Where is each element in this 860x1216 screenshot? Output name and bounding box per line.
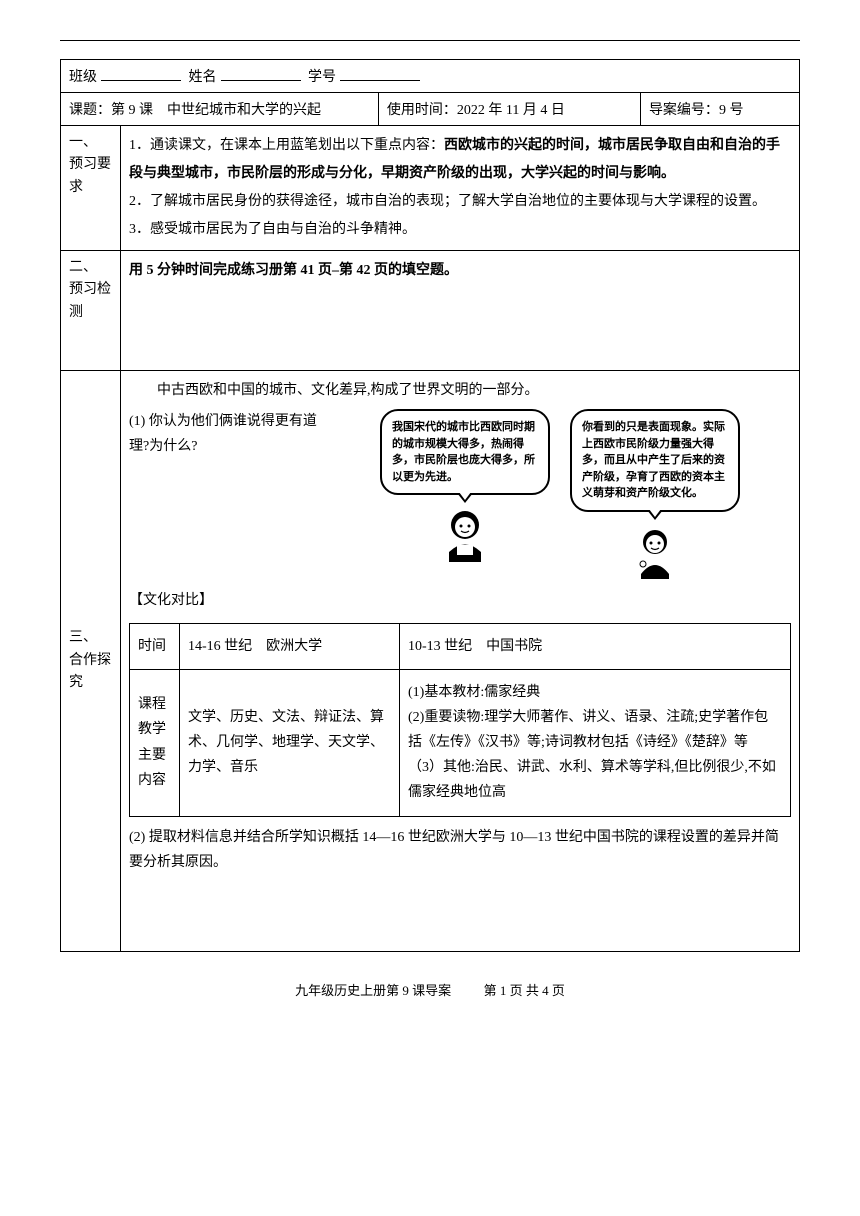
bubbles: 我国宋代的城市比西欧同时期的城市规模大得多，热闹得多，市民阶层也庞大得多，所以更… [329, 409, 791, 579]
section-2-label-text: 二、 预习检测 [69, 260, 111, 320]
section-1-content: 1．通读课文，在课本上用蓝笔划出以下重点内容：西欧城市的兴起的时间，城市居民争取… [121, 126, 800, 251]
topic-cell: 课题：第 9 课 中世纪城市和大学的兴起 [61, 93, 379, 126]
id-label: 学号 [308, 70, 336, 85]
left-bubble-group: 我国宋代的城市比西欧同时期的城市规模大得多，热闹得多，市民阶层也庞大得多，所以更… [380, 409, 550, 579]
ct-r2-label: 课程教学主要内容 [130, 669, 180, 816]
use-time-cell: 使用时间：2022 年 11 月 4 日 [378, 93, 640, 126]
girl-icon [435, 507, 495, 562]
section-3-label: 三、 合作探究 [61, 371, 121, 952]
student-info-row: 班级 姓名 学号 [61, 60, 800, 93]
guide-no-text: 9 号 [719, 103, 744, 118]
right-bubble-group: 你看到的只是表面现象。实际上西欧市民阶级力量强大得多，而且从中产生了后来的资产阶… [570, 409, 740, 579]
footer-left: 九年级历史上册第 9 课导案 [295, 983, 451, 998]
s1-p1: 1．通读课文，在课本上用蓝笔划出以下重点内容：西欧城市的兴起的时间，城市居民争取… [129, 132, 791, 188]
section-1-label: 一、 预习要求 [61, 126, 121, 251]
boy-icon [625, 524, 685, 579]
s1-p3: 3．感受城市居民为了自由与自治的斗争精神。 [129, 216, 791, 244]
s1-p1a: 1．通读课文，在课本上用蓝笔划出以下重点内容： [129, 138, 444, 153]
use-time-text: 2022 年 11 月 4 日 [457, 103, 565, 118]
page-footer: 九年级历史上册第 9 课导案 第 1 页 共 4 页 [60, 980, 800, 999]
compare-table: 时间 14-16 世纪 欧洲大学 10-13 世纪 中国书院 课程教学主要内容 … [129, 623, 791, 817]
topic-label: 课题： [69, 103, 111, 118]
s2-p1: 用 5 分钟时间完成练习册第 41 页–第 42 页的填空题。 [129, 257, 791, 285]
class-blank[interactable] [101, 67, 181, 81]
guide-no-cell: 导案编号：9 号 [640, 93, 799, 126]
ct-r1-label: 时间 [130, 623, 180, 669]
name-label: 姓名 [189, 70, 217, 85]
name-blank[interactable] [221, 67, 301, 81]
s3-q2: (2) 提取材料信息并结合所学知识概括 14—16 世纪欧洲大学与 10—13 … [129, 825, 791, 875]
dialogue-wrap: (1) 你认为他们俩谁说得更有道理?为什么? 我国宋代的城市比西欧同时期的城市规… [129, 409, 791, 579]
class-label: 班级 [69, 70, 97, 85]
s3-intro: 中古西欧和中国的城市、文化差异,构成了世界文明的一部分。 [129, 377, 791, 405]
compare-title: 【文化对比】 [129, 587, 791, 615]
left-bubble: 我国宋代的城市比西欧同时期的城市规模大得多，热闹得多，市民阶层也庞大得多，所以更… [380, 409, 550, 495]
section-2-label: 二、 预习检测 [61, 251, 121, 371]
section-3-label-text: 三、 合作探究 [69, 630, 111, 690]
ct-r2-c2: (1)基本教材:儒家经典 (2)重要读物:理学大师著作、讲义、语录、注疏;史学著… [400, 669, 791, 816]
topic-text: 第 9 课 中世纪城市和大学的兴起 [111, 103, 321, 118]
use-time-label: 使用时间： [387, 103, 457, 118]
section-3-content: 中古西欧和中国的城市、文化差异,构成了世界文明的一部分。 (1) 你认为他们俩谁… [121, 371, 800, 952]
s3-q1: (1) 你认为他们俩谁说得更有道理?为什么? [129, 409, 319, 459]
guide-no-label: 导案编号： [649, 103, 719, 118]
footer-right: 第 1 页 共 4 页 [484, 983, 565, 998]
section-1-label-text: 一、 预习要求 [69, 135, 111, 195]
right-bubble: 你看到的只是表面现象。实际上西欧市民阶级力量强大得多，而且从中产生了后来的资产阶… [570, 409, 740, 512]
ct-r2-c1: 文学、历史、文法、辩证法、算术、几何学、地理学、天文学、力学、音乐 [180, 669, 400, 816]
ct-r1-c1: 14-16 世纪 欧洲大学 [180, 623, 400, 669]
section-2-content: 用 5 分钟时间完成练习册第 41 页–第 42 页的填空题。 [121, 251, 800, 371]
id-blank[interactable] [340, 67, 420, 81]
main-table: 班级 姓名 学号 课题：第 9 课 中世纪城市和大学的兴起 使用时间：2022 … [60, 59, 800, 952]
answer-space [129, 875, 791, 945]
ct-r1-c2: 10-13 世纪 中国书院 [400, 623, 791, 669]
s1-p2: 2．了解城市居民身份的获得途径，城市自治的表现；了解大学自治地位的主要体现与大学… [129, 188, 791, 216]
top-divider [60, 40, 800, 41]
